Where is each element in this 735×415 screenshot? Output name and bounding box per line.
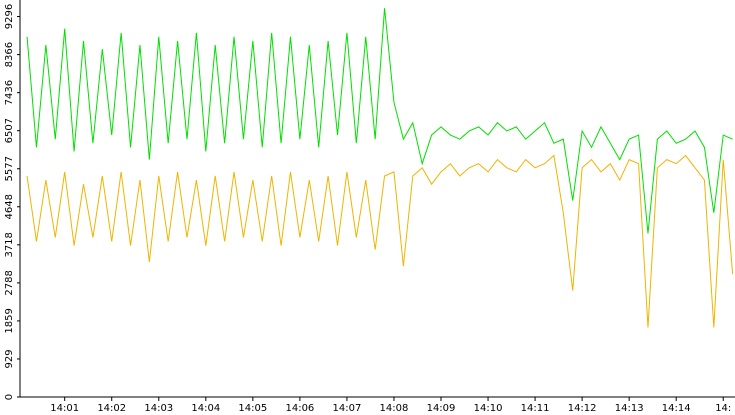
y-tick-label: 5577: [4, 156, 15, 181]
y-tick-label: 7436: [4, 80, 15, 105]
y-tick-label: 0: [4, 394, 15, 400]
x-tick-label: 14:09: [427, 403, 456, 414]
x-tick-label: 14:06: [285, 403, 314, 414]
x-tick-label: 14:10: [474, 403, 503, 414]
x-tick-label: 14:04: [191, 403, 220, 414]
x-tick-label: 14:08: [380, 403, 409, 414]
x-tick-label: 14:12: [568, 403, 597, 414]
x-tick-label: 14:13: [615, 403, 644, 414]
series-line: [26, 8, 733, 234]
y-tick-label: 9296: [4, 4, 15, 29]
series-line: [26, 154, 734, 328]
x-tick-label: 14:03: [144, 403, 173, 414]
y-tick-label: 4648: [4, 194, 15, 219]
y-tick-label: 1859: [4, 308, 15, 333]
x-tick-label: 14:01: [50, 403, 79, 414]
y-tick-label: 2788: [4, 270, 15, 295]
y-tick-label: 6507: [4, 118, 15, 143]
x-tick-label: 14:05: [238, 403, 267, 414]
x-tick-label: 14:14: [662, 403, 691, 414]
y-tick-label: 3718: [4, 232, 15, 257]
y-tick-label: 929: [4, 349, 15, 368]
x-tick-label: 14:: [715, 403, 731, 414]
x-tick-label: 14:07: [333, 403, 362, 414]
x-tick-label: 14:02: [97, 403, 126, 414]
y-tick-label: 8366: [4, 42, 15, 67]
x-tick-label: 14:11: [521, 403, 550, 414]
